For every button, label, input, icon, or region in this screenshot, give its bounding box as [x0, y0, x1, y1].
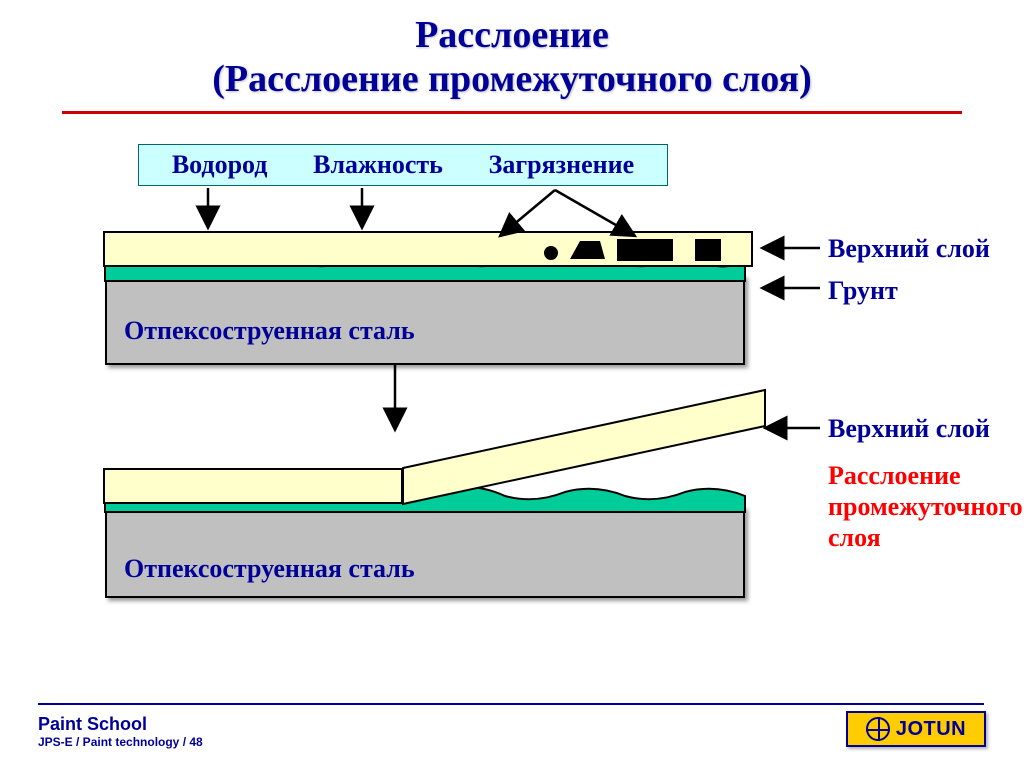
footer: Paint School JPS-E / Paint technology / …	[38, 714, 203, 749]
footer-divider	[38, 703, 984, 705]
arrow-contam-left	[500, 190, 555, 236]
footer-title: Paint School	[38, 714, 203, 735]
arrow-contam-right	[555, 190, 635, 236]
logo-text: JOTUN	[896, 718, 966, 741]
footer-subtitle: JPS-E / Paint technology / 48	[38, 735, 203, 749]
jotun-logo: JOTUN	[846, 711, 986, 747]
arrows-overlay	[0, 0, 1024, 767]
globe-icon	[866, 717, 890, 741]
